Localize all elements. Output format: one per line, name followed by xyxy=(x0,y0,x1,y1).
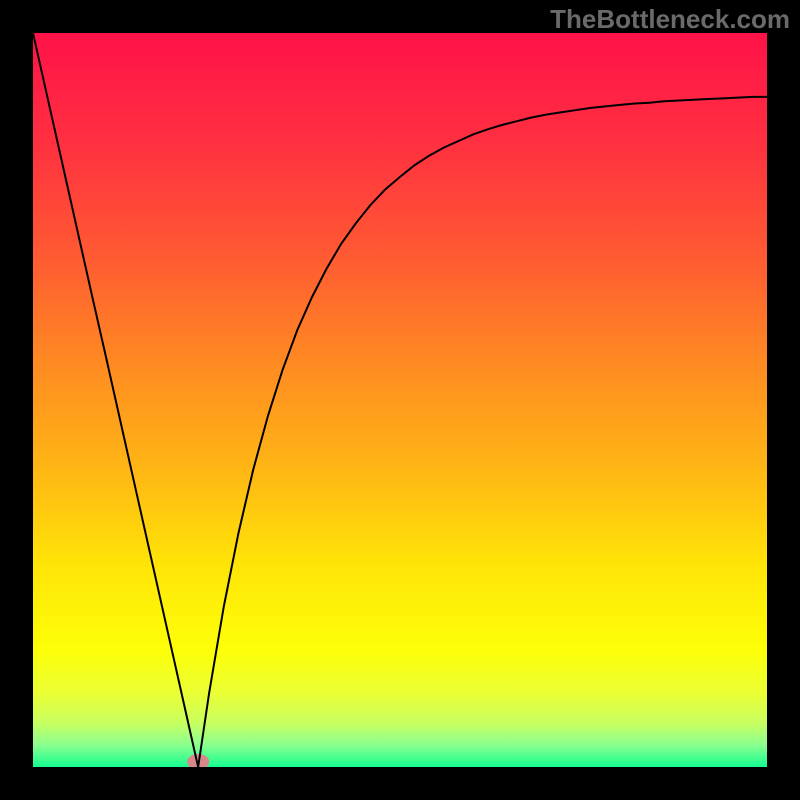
watermark-text: TheBottleneck.com xyxy=(550,4,790,35)
chart-svg xyxy=(0,0,800,800)
chart-canvas: TheBottleneck.com xyxy=(0,0,800,800)
chart-background xyxy=(33,33,767,767)
